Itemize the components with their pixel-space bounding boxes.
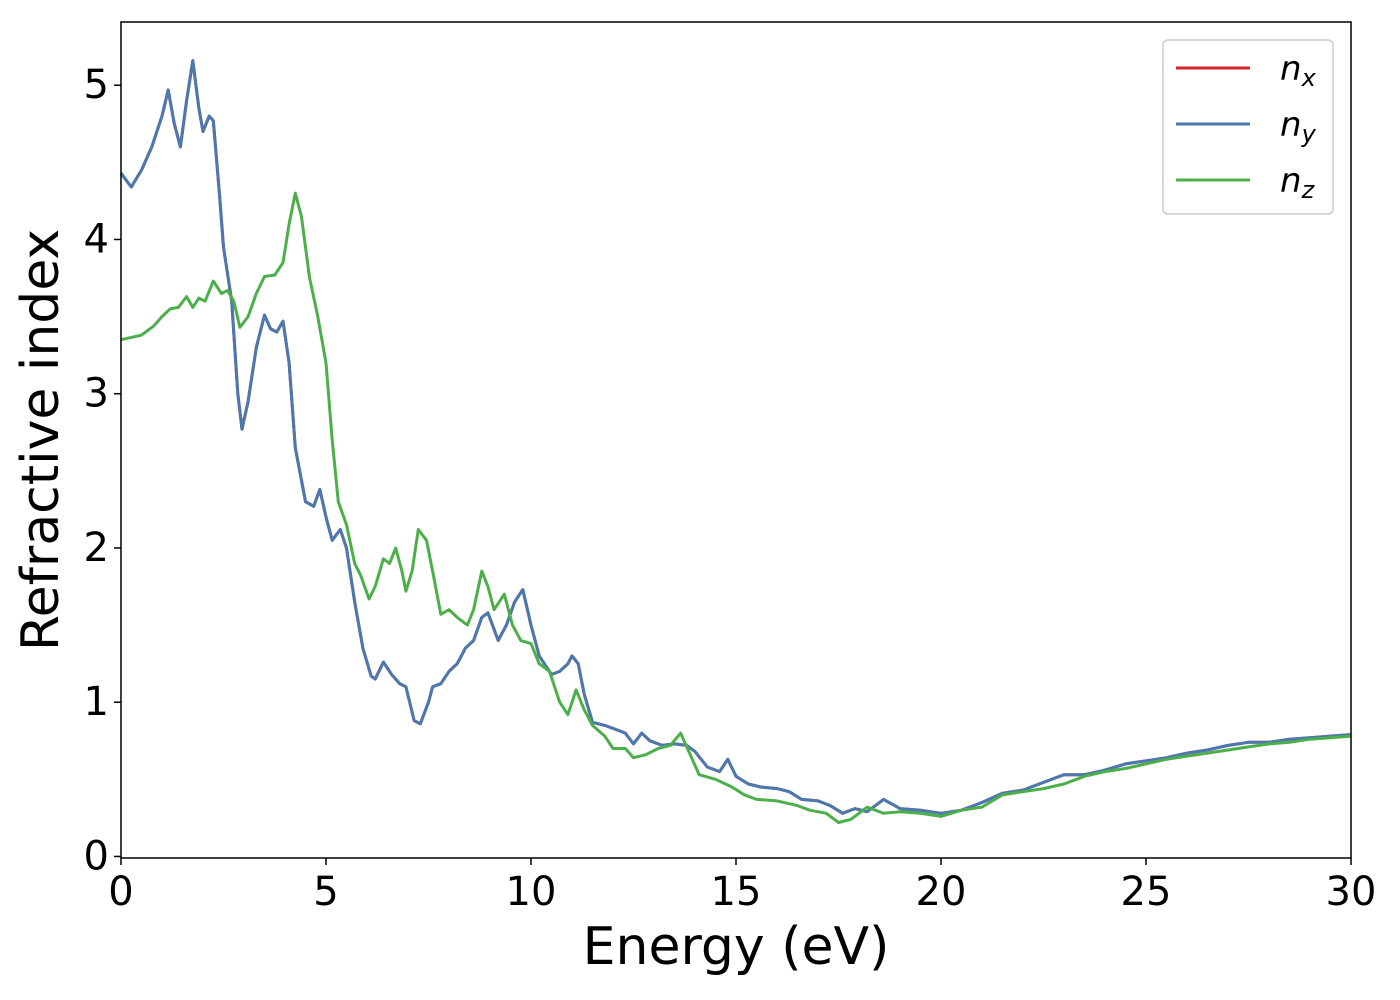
x-tick-label: 5 [313,869,338,915]
x-tick-label: 20 [916,869,967,915]
y-tick-label: 5 [84,62,109,108]
plot-frame [120,21,1352,859]
x-axis-label: Energy (eV) [583,917,890,977]
x-tick-label: 15 [711,869,762,915]
y-tick-label: 1 [84,679,109,725]
y-axis-label: Refractive index [11,229,71,651]
y-tick-label: 3 [84,371,109,417]
x-tick-label: 25 [1121,869,1172,915]
legend-box [1162,39,1334,215]
x-tick-label: 10 [506,869,557,915]
legend-label: nx [1280,49,1317,93]
x-tick-label: 0 [108,869,133,915]
y-tick-label: 0 [84,833,109,879]
y-tick-label: 4 [84,216,109,262]
x-tick-label: 30 [1326,869,1377,915]
y-tick-label: 2 [84,525,109,571]
legend-label: nz [1280,161,1316,205]
series-line [120,191,1352,824]
legend-label: ny [1280,105,1317,149]
